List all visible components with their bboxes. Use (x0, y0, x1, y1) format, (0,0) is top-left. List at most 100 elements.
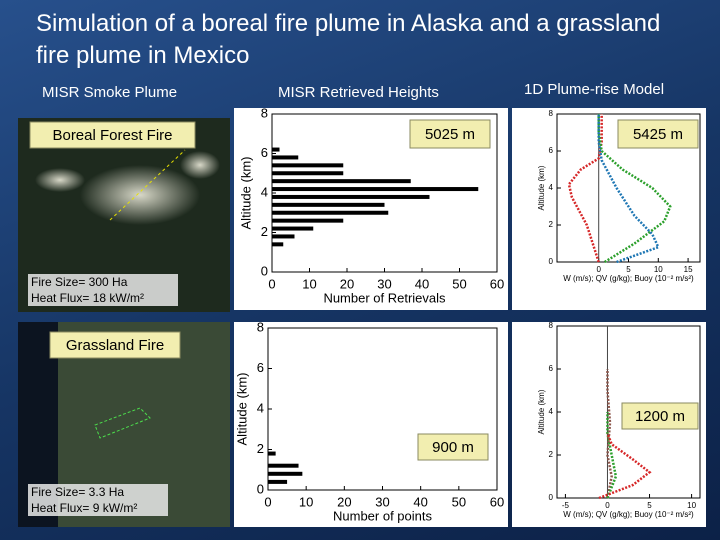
x-tick-label: 50 (452, 276, 466, 291)
fire-size-box (28, 274, 178, 290)
y-tick-label: 6 (549, 146, 554, 155)
model-line (598, 433, 652, 500)
plume-axis (109, 149, 186, 221)
y-tick-label: 6 (257, 360, 264, 375)
bar (272, 147, 280, 152)
cloud (180, 151, 220, 179)
y-axis-label: Altitude (km) (537, 389, 546, 434)
bar (272, 218, 344, 223)
x-axis-label: Number of points (333, 509, 432, 524)
x-tick-label: 30 (375, 494, 389, 509)
cloud (35, 168, 85, 192)
panel (234, 322, 508, 527)
plume-outline (94, 407, 151, 439)
model-line (597, 114, 672, 264)
smoke-plume (80, 165, 200, 225)
x-tick-label: 20 (337, 494, 351, 509)
bar (272, 226, 314, 231)
annotation-box (617, 119, 699, 149)
fire-size: Fire Size= 3.3 Ha (31, 485, 124, 499)
x-tick-label: 0 (268, 276, 275, 291)
x-tick-label: 30 (377, 276, 391, 291)
bar (272, 202, 385, 207)
title: Simulation of a boreal fire plume in Ala… (36, 10, 661, 69)
fire-name: Boreal Forest Fire (52, 127, 172, 144)
annotation: 1200 m (635, 408, 685, 425)
annotation: 5025 m (425, 126, 475, 143)
y-tick-label: 2 (549, 220, 554, 229)
y-tick-label: 6 (261, 145, 268, 160)
bar (272, 234, 295, 239)
bar (268, 451, 276, 456)
y-tick-label: 0 (549, 257, 554, 266)
model-line (597, 114, 660, 264)
y-tick-label: 0 (549, 493, 554, 502)
bar (272, 242, 284, 247)
model-line (606, 412, 618, 499)
x-tick-label: 5 (626, 265, 631, 274)
heat-flux: Heat Flux= 18 kW/m² (31, 291, 144, 305)
annotation-box (409, 119, 491, 149)
x-tick-label: 60 (490, 494, 504, 509)
y-tick-label: 2 (549, 450, 554, 459)
x-tick-label: 10 (302, 276, 316, 291)
bar (272, 163, 344, 168)
y-tick-label: 8 (261, 105, 268, 120)
x-tick-label: -5 (562, 501, 570, 510)
x-tick-label: 15 (684, 265, 693, 274)
x-axis-label: Number of Retrievals (323, 291, 446, 306)
x-tick-label: 10 (687, 501, 696, 510)
fire-name: Grassland Fire (66, 337, 164, 354)
heat-flux-box (28, 500, 168, 516)
x-tick-label: 10 (299, 494, 313, 509)
x-tick-label: 40 (413, 494, 427, 509)
heat-flux-box (28, 290, 178, 306)
annotation: 5425 m (633, 126, 683, 143)
y-tick-label: 2 (257, 441, 264, 456)
y-tick-label: 8 (549, 109, 554, 118)
x-tick-label: 0 (596, 265, 601, 274)
y-tick-label: 6 (549, 364, 554, 373)
fire-size-box (28, 484, 168, 500)
x-tick-label: 10 (654, 265, 663, 274)
bar (272, 179, 411, 184)
x-tick-label: 0 (605, 501, 610, 510)
y-tick-label: 4 (549, 183, 554, 192)
y-tick-label: 4 (549, 407, 554, 416)
y-axis-label: Altitude (km) (235, 373, 250, 446)
bar (272, 155, 299, 160)
y-tick-label: 4 (261, 184, 268, 199)
bar (268, 471, 303, 476)
y-tick-label: 8 (549, 321, 554, 330)
y-tick-label: 8 (257, 319, 264, 334)
fire-name-box (49, 331, 181, 359)
bar (268, 479, 288, 484)
annotation-box (621, 402, 699, 430)
x-tick-label: 60 (490, 276, 504, 291)
fire-name-box (29, 121, 196, 149)
bar (272, 210, 389, 215)
x-tick-label: 5 (647, 501, 652, 510)
x-tick-label: 20 (340, 276, 354, 291)
bar (272, 194, 430, 199)
y-tick-label: 2 (261, 224, 268, 239)
heading: MISR Retrieved Heights (278, 84, 439, 101)
bar (268, 463, 299, 468)
y-axis-label: Altitude (km) (239, 157, 254, 230)
x-tick-label: 50 (452, 494, 466, 509)
heading: MISR Smoke Plume (42, 84, 178, 101)
x-tick-label: 40 (415, 276, 429, 291)
bar (272, 171, 344, 176)
annotation-box (417, 433, 489, 461)
x-axis-label: W (m/s); QV (g/kg); Buoy (10⁻² m/s²) (563, 274, 694, 283)
bar (272, 187, 479, 192)
fire-size: Fire Size= 300 Ha (31, 275, 128, 289)
x-tick-label: 0 (264, 494, 271, 509)
x-axis-label: W (m/s); QV (g/kg); Buoy (10⁻² m/s²) (563, 510, 694, 519)
heading: 1D Plume-rise Model (524, 81, 665, 98)
y-axis-label: Altitude (km) (537, 165, 546, 210)
y-tick-label: 0 (261, 263, 268, 278)
annotation: 900 m (432, 439, 474, 456)
